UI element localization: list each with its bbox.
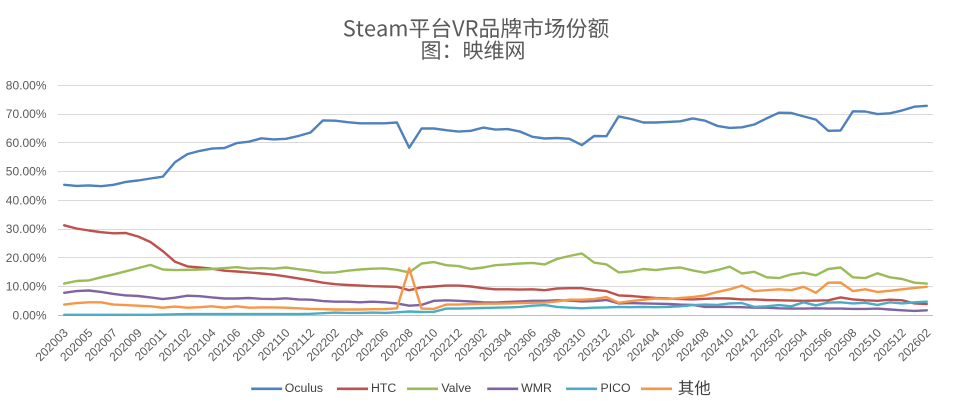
svg-text:HTC: HTC (371, 381, 396, 395)
svg-text:Valve: Valve (441, 381, 471, 395)
svg-text:50.00%: 50.00% (6, 165, 47, 179)
svg-text:30.00%: 30.00% (6, 222, 47, 236)
svg-text:10.00%: 10.00% (6, 280, 47, 294)
svg-text:20.00%: 20.00% (6, 251, 47, 265)
svg-text:60.00%: 60.00% (6, 136, 47, 150)
svg-text:WMR: WMR (521, 381, 552, 395)
svg-text:0.00%: 0.00% (12, 308, 46, 322)
svg-text:Oculus: Oculus (285, 381, 323, 395)
svg-text:PICO: PICO (601, 381, 631, 395)
svg-text:80.00%: 80.00% (6, 79, 47, 93)
svg-text:40.00%: 40.00% (6, 193, 47, 207)
svg-text:70.00%: 70.00% (6, 107, 47, 121)
